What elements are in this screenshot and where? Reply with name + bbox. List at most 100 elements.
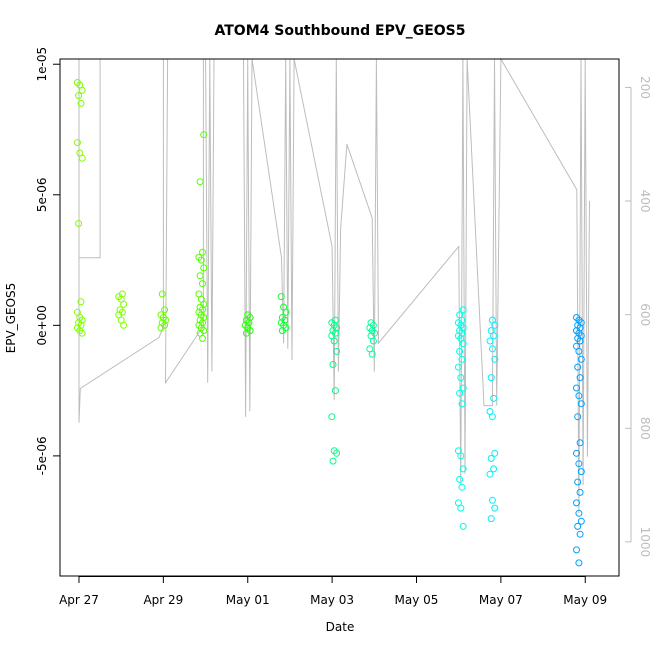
- data-point: [486, 337, 494, 345]
- data-point: [199, 334, 206, 342]
- data-point: [575, 509, 583, 517]
- data-point: [577, 517, 585, 525]
- data-point: [161, 306, 169, 314]
- right-tick-label: 200: [638, 76, 650, 99]
- data-point: [278, 327, 286, 335]
- data-point: [75, 220, 83, 227]
- data-point: [576, 439, 584, 447]
- right-axis: 200 400 600 800 1000: [625, 76, 650, 557]
- data-point: [575, 392, 583, 400]
- data-point: [73, 139, 81, 147]
- data-point: [333, 449, 341, 457]
- x-axis: Apr 27 Apr 29 May 01 May 03 May 05 May 07 May …: [59, 576, 607, 607]
- data-point: [491, 355, 499, 363]
- data-point: [196, 272, 204, 280]
- x-tick-label: Apr 29: [143, 593, 183, 607]
- right-tick-label: 600: [638, 303, 650, 326]
- data-point: [459, 306, 467, 314]
- altitude-profile: [78, 57, 590, 514]
- data-point: [120, 321, 128, 329]
- data-point: [488, 413, 496, 421]
- x-tick-label: May 09: [563, 593, 607, 607]
- data-point: [456, 347, 464, 355]
- chart-title: ATOM4 Southbound EPV_GEOS5: [215, 23, 466, 39]
- data-point: [490, 394, 498, 402]
- data-point: [329, 361, 337, 368]
- data-point: [199, 248, 206, 256]
- data-point: [575, 460, 583, 468]
- data-point: [456, 475, 464, 483]
- data-point: [78, 154, 86, 162]
- data-point: [369, 337, 377, 345]
- data-point: [75, 92, 83, 100]
- data-point: [574, 478, 582, 486]
- data-point: [200, 264, 208, 272]
- x-tick-label: May 03: [310, 593, 354, 607]
- data-point: [77, 298, 85, 306]
- y-tick-label: 0e+00: [35, 305, 49, 345]
- data-point: [574, 363, 582, 371]
- right-tick-label: 400: [638, 190, 650, 213]
- data-point: [328, 413, 336, 421]
- y-tick-label: -5e-06: [35, 436, 49, 475]
- data-point: [573, 499, 580, 507]
- data-point: [459, 340, 467, 348]
- data-point: [490, 332, 498, 340]
- data-point: [333, 347, 341, 355]
- data-point: [331, 387, 339, 395]
- data-point: [490, 465, 498, 473]
- data-point: [488, 496, 496, 504]
- data-point: [574, 413, 582, 421]
- altitude-profile-line: [78, 57, 590, 514]
- data-point: [574, 522, 582, 530]
- data-point: [197, 256, 205, 264]
- data-point: [577, 468, 585, 476]
- x-tick-label: May 05: [395, 593, 439, 607]
- data-point: [576, 374, 584, 382]
- data-point: [573, 384, 580, 392]
- data-point: [491, 321, 499, 329]
- data-point: [459, 465, 467, 473]
- data-point: [329, 457, 337, 465]
- data-point: [458, 483, 466, 491]
- data-point: [200, 131, 208, 139]
- data-point: [573, 449, 580, 457]
- y-tick-label: 5e-06: [35, 177, 49, 212]
- data-point: [199, 280, 206, 288]
- data-point: [330, 337, 338, 345]
- data-point: [576, 488, 584, 496]
- data-point: [488, 345, 496, 353]
- data-point: [487, 515, 495, 523]
- data-point: [158, 290, 166, 298]
- data-point: [457, 374, 465, 382]
- x-tick-label: May 07: [479, 593, 523, 607]
- data-point: [456, 389, 464, 397]
- right-tick-label: 1000: [638, 527, 650, 558]
- data-point: [243, 329, 250, 337]
- data-point: [459, 522, 467, 530]
- data-point: [282, 308, 290, 316]
- data-point: [277, 293, 285, 301]
- data-point: [575, 559, 583, 567]
- data-point: [576, 530, 584, 538]
- data-point: [459, 384, 467, 392]
- x-tick-label: Apr 27: [59, 593, 99, 607]
- data-point: [457, 452, 465, 460]
- data-point: [486, 470, 494, 478]
- data-point: [487, 455, 495, 462]
- x-axis-label: Date: [326, 620, 355, 634]
- data-point: [78, 329, 86, 337]
- data-point: [454, 363, 462, 371]
- data-point: [575, 347, 583, 355]
- data-point: [577, 400, 585, 408]
- data-point: [458, 400, 466, 408]
- data-point: [576, 337, 584, 345]
- data-point: [77, 99, 85, 107]
- x-tick-label: May 01: [226, 593, 270, 607]
- data-point: [573, 546, 580, 554]
- y-axis: -5e-06 0e+00 5e-06 1e-05: [35, 47, 61, 475]
- y-axis-label: EPV_GEOS5: [4, 283, 18, 354]
- data-point: [577, 355, 585, 363]
- data-point: [491, 504, 499, 512]
